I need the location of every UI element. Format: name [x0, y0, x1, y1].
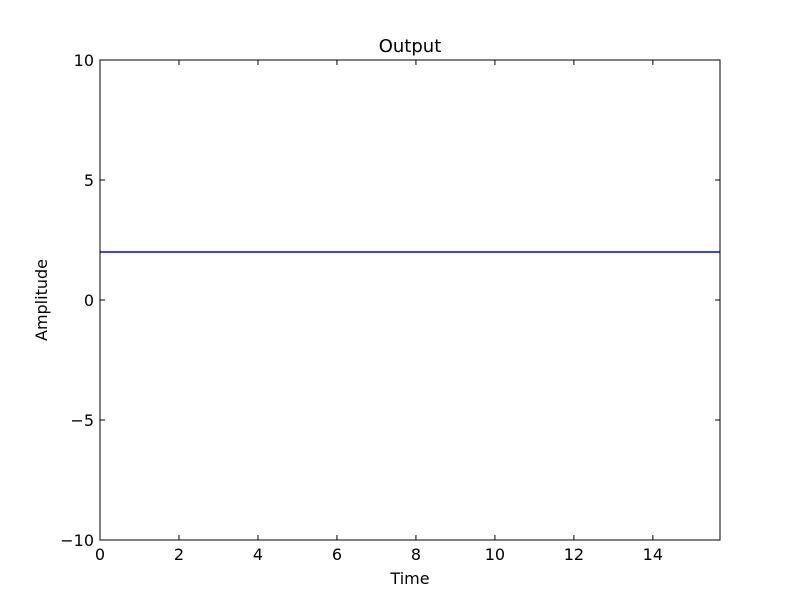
y-tick-label: 10 [74, 51, 94, 70]
plot-frame [99, 59, 721, 541]
x-tick-label: 2 [174, 545, 184, 564]
x-axis-label: Time [389, 569, 429, 588]
y-tick-label: −5 [70, 411, 94, 430]
x-tick-label: 4 [253, 545, 263, 564]
x-tick-label: 8 [411, 545, 421, 564]
y-axis-label: Amplitude [32, 259, 51, 341]
x-tick-label: 14 [643, 545, 663, 564]
x-tick-label: 10 [485, 545, 505, 564]
x-tick-label: 6 [332, 545, 342, 564]
ticks-layer: 0 2 4 6 8 10 12 14 10 5 0 −5 −10 [60, 51, 720, 564]
labels-layer: Output Time Amplitude [32, 36, 441, 588]
y-tick-label: 0 [84, 291, 94, 310]
x-tick-label: 12 [564, 545, 584, 564]
y-tick-label: −10 [60, 531, 94, 550]
y-tick-label: 5 [84, 171, 94, 190]
chart-title: Output [379, 36, 442, 57]
x-tick-label: 0 [95, 545, 105, 564]
